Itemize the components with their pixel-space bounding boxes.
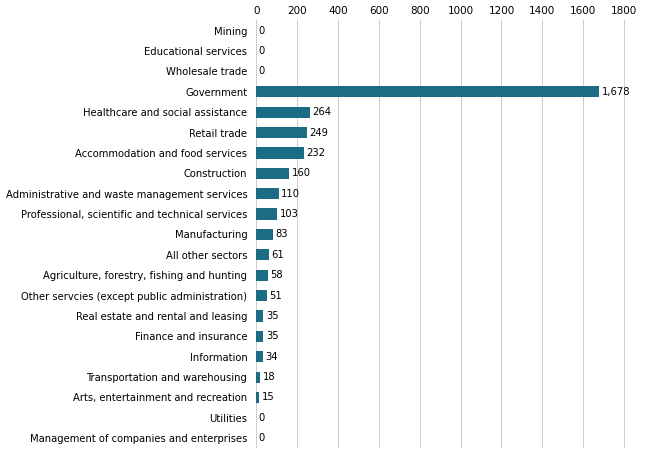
Bar	[256, 371, 260, 383]
Text: 232: 232	[306, 148, 325, 158]
Bar	[256, 86, 599, 97]
Bar	[256, 331, 263, 342]
Text: 0: 0	[258, 46, 264, 56]
Text: 0: 0	[258, 433, 264, 443]
Text: 35: 35	[266, 311, 279, 321]
Text: 103: 103	[280, 209, 299, 219]
Bar	[256, 147, 304, 158]
Text: 61: 61	[271, 250, 284, 260]
Bar	[256, 392, 259, 403]
Text: 51: 51	[269, 291, 282, 301]
Text: 264: 264	[313, 107, 332, 117]
Bar	[256, 270, 268, 281]
Text: 34: 34	[266, 352, 278, 362]
Text: 35: 35	[266, 331, 279, 341]
Text: 0: 0	[258, 413, 264, 423]
Text: 18: 18	[263, 372, 275, 382]
Text: 0: 0	[258, 25, 264, 35]
Bar	[256, 168, 289, 179]
Text: 83: 83	[276, 229, 288, 239]
Text: 160: 160	[291, 168, 311, 178]
Text: 0: 0	[258, 66, 264, 76]
Bar	[256, 229, 273, 240]
Bar	[256, 249, 269, 261]
Text: 249: 249	[309, 128, 329, 138]
Bar	[256, 311, 263, 321]
Bar	[256, 208, 278, 220]
Text: 110: 110	[281, 189, 300, 199]
Bar	[256, 290, 266, 301]
Bar	[256, 188, 279, 199]
Bar	[256, 107, 310, 118]
Bar	[256, 127, 307, 138]
Bar	[256, 351, 263, 362]
Text: 15: 15	[262, 393, 274, 403]
Text: 1,678: 1,678	[601, 87, 630, 97]
Text: 58: 58	[270, 270, 283, 280]
